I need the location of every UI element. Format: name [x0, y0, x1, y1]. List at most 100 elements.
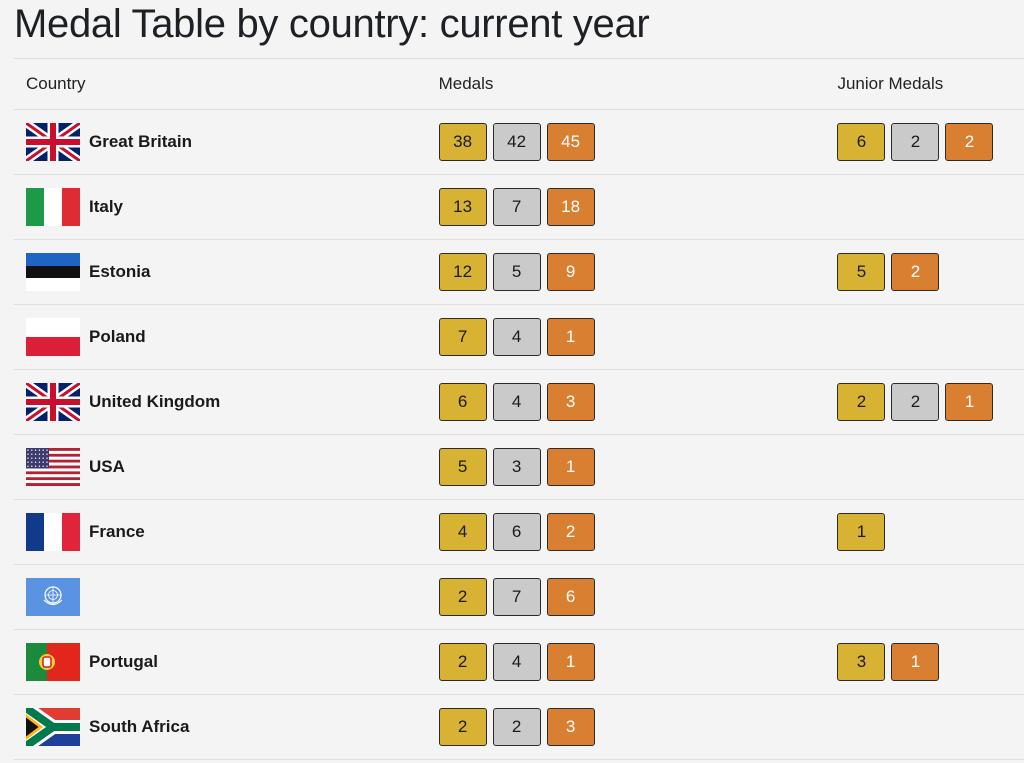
silver-medal-badge: 7 — [492, 578, 541, 616]
country-name: Portugal — [89, 652, 158, 671]
gold-medal-badge: 6 — [438, 383, 487, 421]
silver-medal-badge: 2 — [891, 383, 940, 421]
country-name: France — [89, 522, 145, 541]
country-cell: South Africa — [14, 708, 429, 746]
country-cell: Italy — [14, 188, 429, 226]
page-title: Medal Table by country: current year — [14, 2, 650, 46]
bronze-medal-badge: 45 — [546, 123, 595, 161]
medal-table: Country Medals Junior Medals Great Brita… — [14, 58, 1024, 760]
uk-flag-icon — [26, 123, 80, 161]
table-body: Great Britain 38 42 45 6 2 2 Italy 13 7 18 Estonia 1… — [14, 109, 1024, 760]
gold-medal-badge: 1 — [837, 513, 886, 551]
gold-medal-badge: 5 — [438, 448, 487, 486]
gold-medal-badge: 13 — [438, 188, 487, 226]
silver-medal-badge: 5 — [492, 253, 541, 291]
bronze-medal-badge: 2 — [546, 513, 595, 551]
table-row: Great Britain 38 42 45 6 2 2 — [14, 109, 1024, 174]
table-row: South Africa 2 2 3 — [14, 694, 1024, 760]
france-flag-icon — [26, 513, 80, 551]
table-row: Estonia 12 5 9 5 2 — [14, 239, 1024, 304]
gold-medal-badge: 2 — [438, 578, 487, 616]
bronze-medal-badge: 9 — [546, 253, 595, 291]
bronze-medal-badge: 1 — [891, 643, 940, 681]
gold-medal-badge: 6 — [837, 123, 886, 161]
bronze-medal-badge: 2 — [945, 123, 994, 161]
gold-medal-badge: 38 — [438, 123, 487, 161]
silver-medal-badge: 3 — [492, 448, 541, 486]
bronze-medal-badge: 3 — [546, 383, 595, 421]
gold-medal-badge: 2 — [438, 643, 487, 681]
medals-cell: 38 42 45 — [429, 123, 826, 161]
silver-medal-badge: 7 — [492, 188, 541, 226]
table-header-row: Country Medals Junior Medals — [14, 58, 1024, 109]
bronze-medal-badge: 18 — [546, 188, 595, 226]
header-country[interactable]: Country — [26, 74, 86, 93]
silver-medal-badge: 4 — [492, 383, 541, 421]
gold-medal-badge: 12 — [438, 253, 487, 291]
silver-medal-badge: 42 — [492, 123, 541, 161]
header-junior-medals[interactable]: Junior Medals — [837, 74, 944, 93]
medals-cell: 13 7 18 — [429, 188, 826, 226]
country-name: Italy — [89, 197, 124, 216]
bronze-medal-badge: 1 — [945, 383, 994, 421]
gold-medal-badge: 7 — [438, 318, 487, 356]
country-cell: United Kingdom — [14, 383, 429, 421]
header-medals[interactable]: Medals — [438, 74, 494, 93]
country-cell — [14, 578, 429, 616]
uk-flag-icon — [26, 383, 80, 421]
un-flag-icon — [26, 578, 80, 616]
bronze-medal-badge: 1 — [546, 318, 595, 356]
gold-medal-badge: 2 — [438, 708, 487, 746]
country-cell: USA — [14, 448, 429, 486]
silver-medal-badge: 6 — [492, 513, 541, 551]
gold-medal-badge: 2 — [837, 383, 886, 421]
country-cell: Poland — [14, 318, 429, 356]
country-cell: France — [14, 513, 429, 551]
junior-medals-cell: 1 — [825, 513, 1024, 551]
bronze-medal-badge: 3 — [546, 708, 595, 746]
italy-flag-icon — [26, 188, 80, 226]
table-row: USA 5 3 1 — [14, 434, 1024, 499]
country-cell: Estonia — [14, 253, 429, 291]
country-cell: Great Britain — [14, 123, 429, 161]
country-name: Great Britain — [89, 132, 192, 151]
estonia-flag-icon — [26, 253, 80, 291]
silver-medal-badge: 4 — [492, 318, 541, 356]
south-africa-flag-icon — [26, 708, 80, 746]
table-row: United Kingdom 6 4 3 2 2 1 — [14, 369, 1024, 434]
portugal-flag-icon — [26, 643, 80, 681]
bronze-medal-badge: 1 — [546, 448, 595, 486]
poland-flag-icon — [26, 318, 80, 356]
country-cell: Portugal — [14, 643, 429, 681]
gold-medal-badge: 3 — [837, 643, 886, 681]
gold-medal-badge: 5 — [837, 253, 886, 291]
gold-medal-badge: 4 — [438, 513, 487, 551]
country-name: South Africa — [89, 717, 190, 736]
country-name: Estonia — [89, 262, 151, 281]
silver-medal-badge: 4 — [492, 643, 541, 681]
bronze-medal-badge: 2 — [891, 253, 940, 291]
silver-medal-badge: 2 — [492, 708, 541, 746]
medals-cell: 12 5 9 — [429, 253, 826, 291]
country-name: United Kingdom — [89, 392, 221, 411]
country-name: USA — [89, 457, 125, 476]
silver-medal-badge: 2 — [891, 123, 940, 161]
table-row: Portugal 2 4 1 3 1 — [14, 629, 1024, 694]
bronze-medal-badge: 1 — [546, 643, 595, 681]
table-row: Italy 13 7 18 — [14, 174, 1024, 239]
table-row: France 4 6 2 1 — [14, 499, 1024, 564]
usa-flag-icon — [26, 448, 80, 486]
country-name: Poland — [89, 327, 146, 346]
